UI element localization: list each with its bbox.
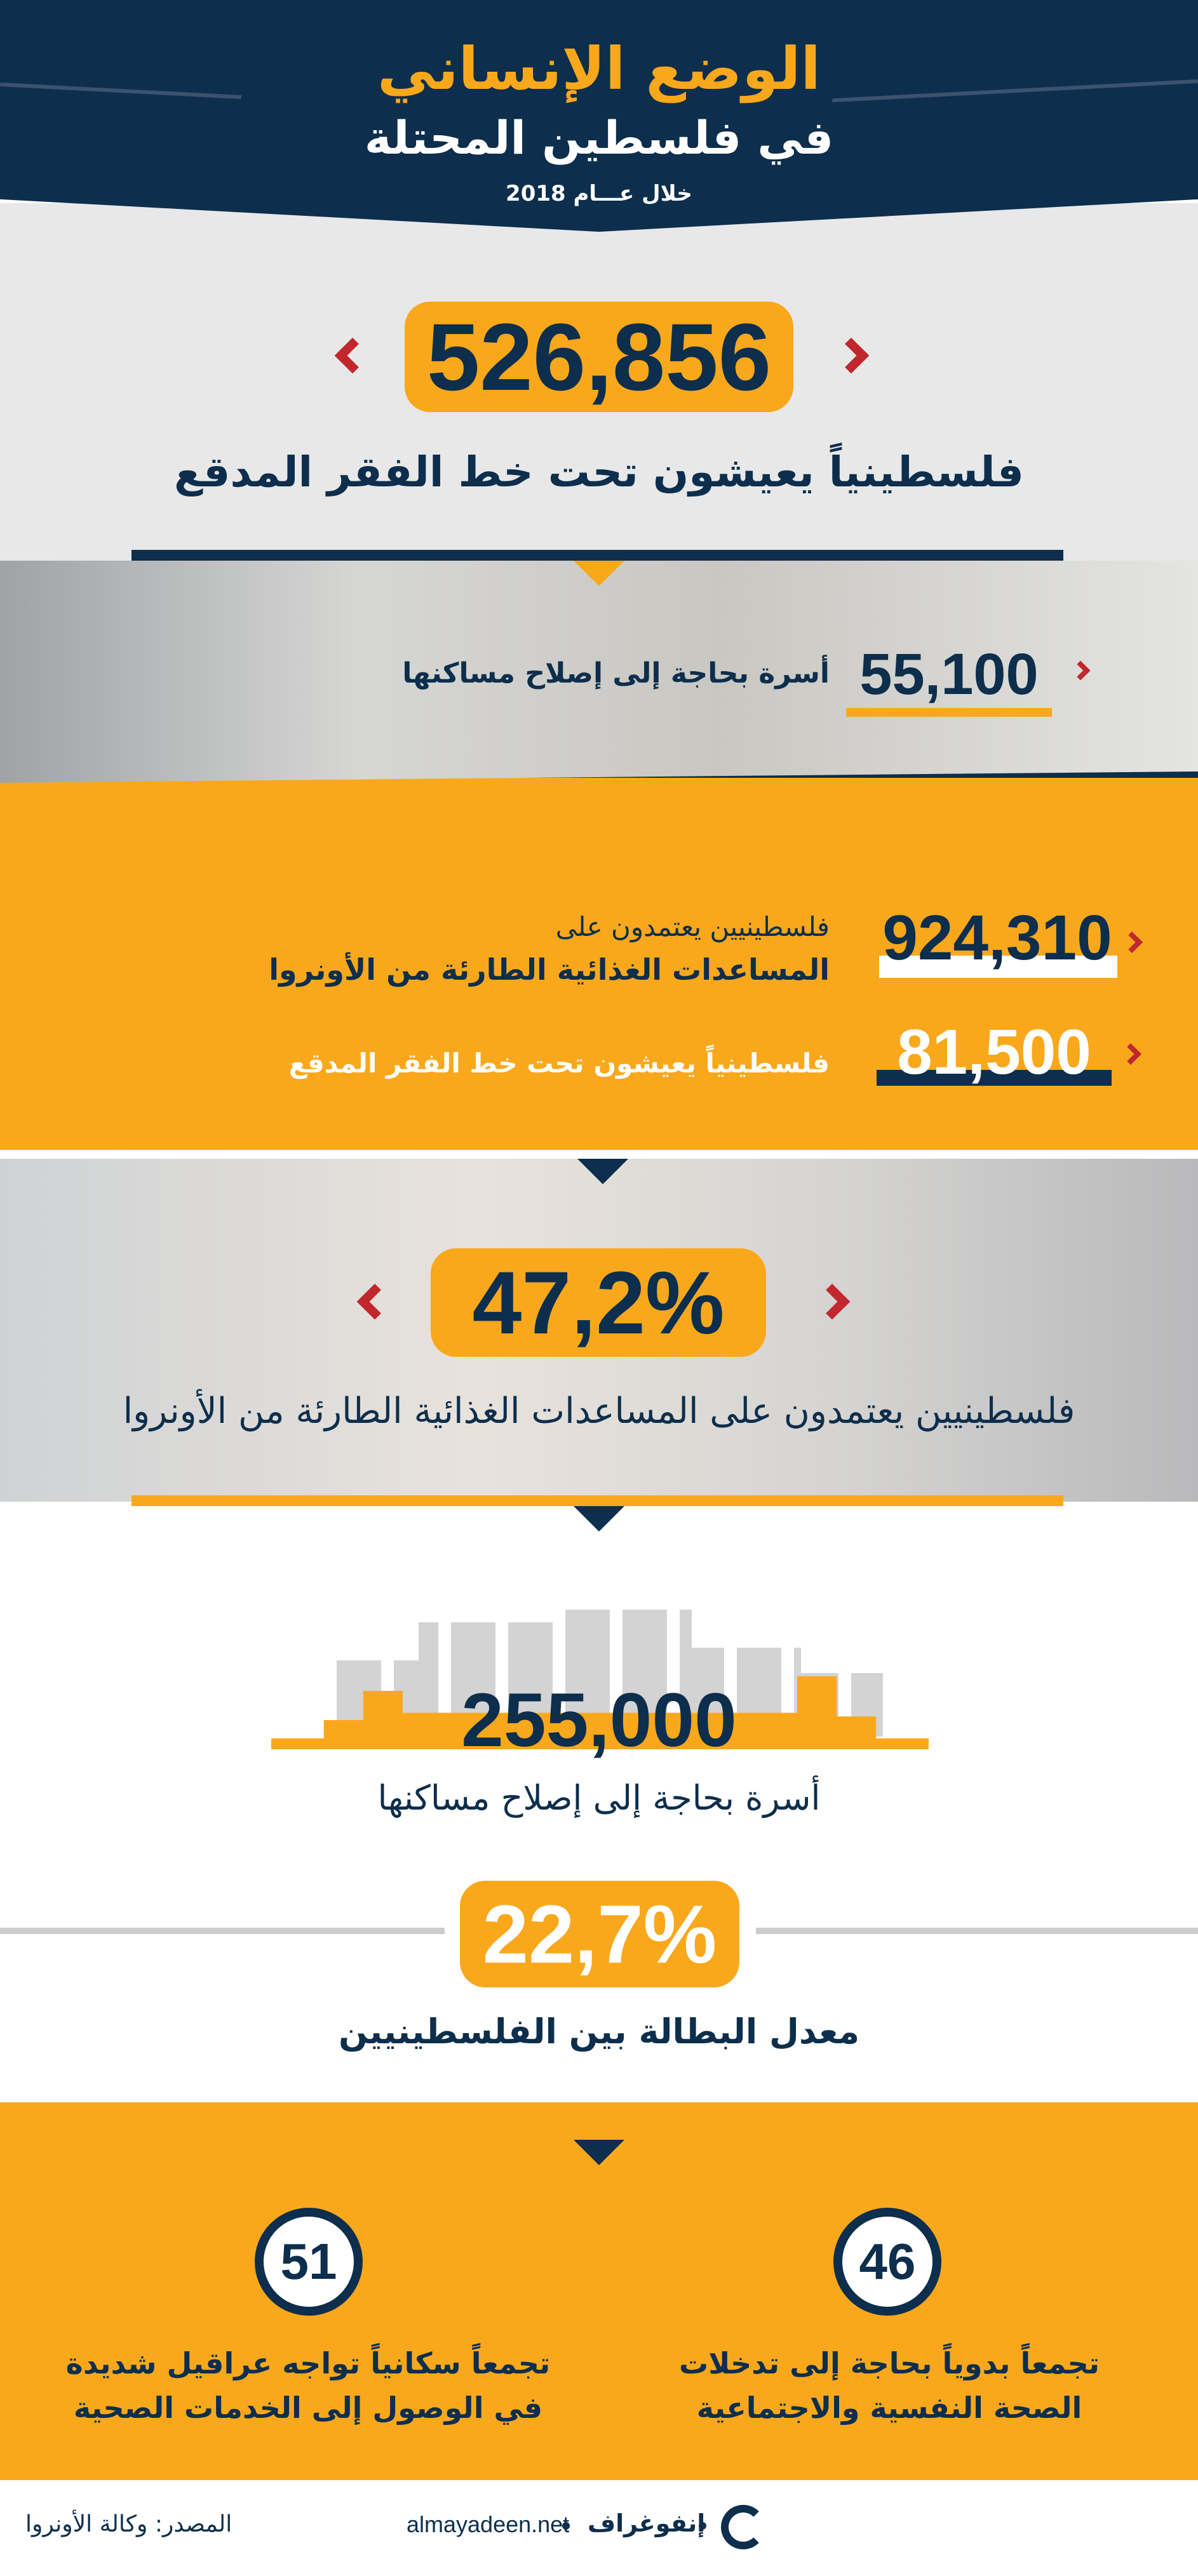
- divider: [131, 1495, 1063, 1506]
- site-link[interactable]: almayadeen.net: [407, 2511, 570, 2537]
- triangle-down-icon: [574, 561, 624, 586]
- housing-small-value: 55,100: [846, 641, 1052, 717]
- chevron-left-icon: [356, 1283, 393, 1320]
- chevron-left-icon: [334, 337, 371, 374]
- health-label-line2: في الوصول إلى الخدمات الصحية: [73, 2391, 543, 2425]
- psych-label-line1: تجمعاً بدوياً بحاجة إلى تدخلات: [678, 2346, 1100, 2380]
- unemployment-badge: 22,7%: [460, 1881, 739, 1987]
- chevron-right-icon: [1070, 660, 1091, 681]
- poverty-small-label: فلسطينياً يعيشون تحت خط الفقر المدقع: [288, 1048, 830, 1079]
- header: [0, 0, 1198, 232]
- food-aid-label-line2: المساعدات الغذائية الطارئة من الأونروا: [269, 952, 830, 987]
- psych-label-line2: الصحة النفسية والاجتماعية: [696, 2391, 1082, 2425]
- bullet: [562, 2522, 570, 2530]
- bullet: [699, 2522, 706, 2530]
- chevron-right-icon: [833, 337, 870, 374]
- food-aid-value: 924,310: [882, 902, 1112, 973]
- divider: [131, 1150, 1063, 1159]
- triangle-down-icon: [577, 1159, 628, 1184]
- source-label: المصدر: وكالة الأونروا: [25, 2511, 232, 2537]
- health-count-circle: 51: [255, 2208, 363, 2316]
- psych-count-circle: 46: [833, 2208, 941, 2316]
- unemployment-label: معدل البطالة بين الفلسطينيين: [338, 2012, 860, 2052]
- divider: [131, 550, 1063, 561]
- food-aid-underline: [879, 956, 1117, 978]
- food-aid-pct-label: فلسطينيين يعتمدون على المساعدات الغذائية…: [123, 1391, 1075, 1432]
- poverty-small-value: 81,500: [897, 1017, 1091, 1088]
- housing-small-label: أسرة بحاجة إلى إصلاح مساكنها: [402, 657, 830, 690]
- health-label-line1: تجمعاً سكانياً تواجه عراقيل شديدة: [65, 2346, 551, 2380]
- poverty-small-underline: [877, 1070, 1112, 1086]
- food-aid-pct-badge: 47,2%: [431, 1248, 766, 1357]
- poverty-value-badge: 526,856: [405, 302, 793, 412]
- divider-left: [0, 1928, 445, 1934]
- brand-label: إنفوغراف: [588, 2509, 706, 2537]
- chevron-right-icon: [814, 1283, 851, 1320]
- communities-section: [0, 2102, 1198, 2480]
- page-subtitle: في فلسطين المحتلة: [364, 111, 834, 164]
- year-label: خلال عـــام 2018: [506, 181, 692, 206]
- triangle-down-icon: [574, 2140, 624, 2165]
- housing-value: 255,000: [461, 1678, 737, 1763]
- housing-label: أسرة بحاجة إلى إصلاح مساكنها: [377, 1778, 821, 1818]
- triangle-down-icon: [574, 1506, 624, 1532]
- divider-right: [756, 1928, 1198, 1934]
- food-aid-label-line1: فلسطينيين يعتمدون على: [555, 911, 830, 942]
- page-title: الوضع الإنساني: [377, 35, 821, 103]
- almayadeen-logo-icon: [721, 2505, 765, 2549]
- poverty-label: فلسطينياً يعيشون تحت خط الفقر المدقع: [174, 448, 1024, 497]
